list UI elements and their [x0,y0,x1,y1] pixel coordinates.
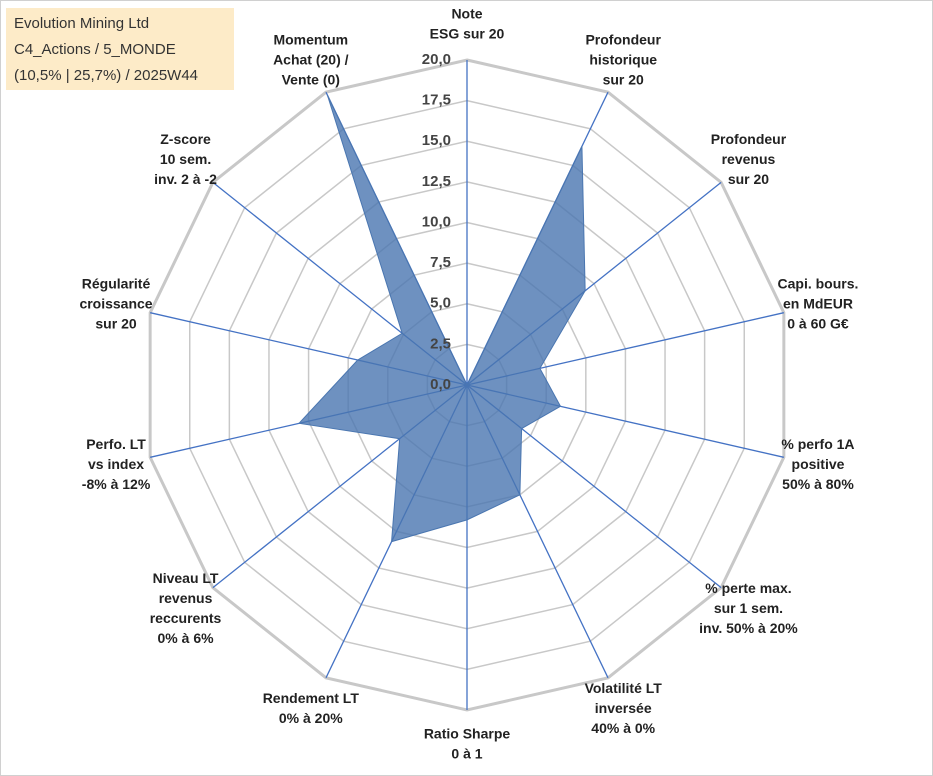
category-label: Capi. bours. [778,276,859,292]
category-label: revenus [159,590,213,606]
r-tick-label: 12,5 [422,173,451,190]
category-label: vs index [88,456,144,472]
category-label: inv. 50% à 20% [699,620,798,636]
data-area [298,94,586,543]
category-label: Profondeur [711,131,787,147]
category-label: Régularité [82,276,151,292]
category-label: sur 20 [95,316,136,332]
category-label: inversée [595,700,652,716]
category-label: sur 20 [603,71,644,87]
category-label: historique [589,51,657,67]
category-label: 0% à 6% [158,630,215,646]
info-box [6,8,234,90]
category-label: revenus [722,151,776,167]
r-tick-label: 15,0 [422,132,451,149]
category-label: -8% à 12% [82,476,151,492]
category-label: 50% à 80% [782,476,854,492]
r-tick-label: 0,0 [430,376,451,393]
category-label: positive [792,456,845,472]
category-label: sur 20 [728,171,769,187]
category-label: Volatilité LT [585,680,663,696]
category-label: ESG sur 20 [430,26,505,42]
category-label: 10 sem. [160,151,211,167]
category-label: 0 à 1 [451,746,482,762]
info-line: C4_Actions / 5_MONDE [14,41,176,58]
category-label: reccurents [150,610,222,626]
category-label: Niveau LT [153,570,219,586]
category-label: Momentum [273,31,348,47]
info-title: Evolution Mining Ltd [14,15,149,32]
info-line: (10,5% | 25,7%) / 2025W44 [14,67,198,84]
category-label: sur 1 sem. [714,600,783,616]
category-label: 40% à 0% [591,720,655,736]
category-label: 0 à 60 G€ [787,316,849,332]
category-label: croissance [79,296,152,312]
r-tick-label: 5,0 [430,295,451,312]
category-label: Perfo. LT [86,436,146,452]
category-label: Rendement LT [263,690,360,706]
r-tick-label: 17,5 [422,92,451,109]
category-label: Z-score [160,131,211,147]
category-label: Ratio Sharpe [424,726,511,742]
category-label: Profondeur [585,31,661,47]
r-tick-label: 2,5 [430,335,451,352]
category-label: Vente (0) [282,71,340,87]
category-label: % perfo 1A [781,436,854,452]
category-label: 0% à 20% [279,710,343,726]
category-label: en MdEUR [783,296,853,312]
category-label: inv. 2 à -2 [154,171,217,187]
r-tick-label: 20,0 [422,51,451,68]
category-label: Achat (20) / [273,51,349,67]
category-label: Note [451,6,482,22]
r-tick-label: 10,0 [422,213,451,230]
category-label: % perte max. [705,580,791,596]
r-tick-label: 7,5 [430,254,451,271]
